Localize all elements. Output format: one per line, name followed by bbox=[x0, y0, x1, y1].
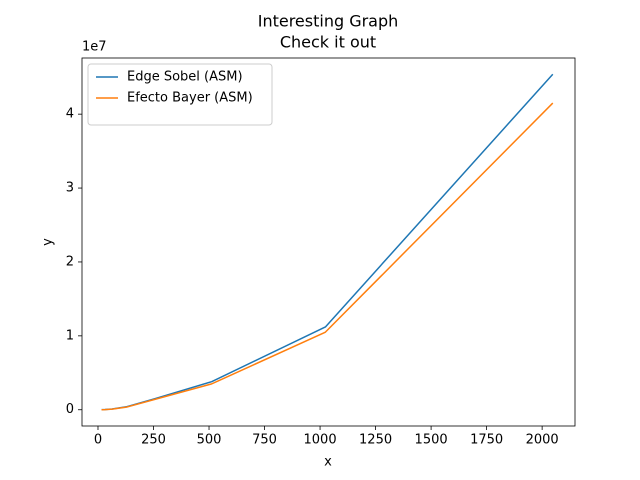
y-axis-label: y bbox=[41, 238, 56, 246]
x-axis-label: x bbox=[324, 455, 332, 470]
y-tick-label: 0 bbox=[66, 402, 74, 417]
y-offset-label: 1e7 bbox=[82, 40, 107, 55]
legend-box bbox=[87, 63, 273, 126]
data-line bbox=[101, 102, 554, 411]
y-tick-label: 2 bbox=[66, 254, 74, 269]
x-tick-label: 750 bbox=[252, 433, 277, 448]
chart-title: Interesting Graph bbox=[258, 12, 399, 31]
y-tick-label: 1 bbox=[66, 328, 74, 343]
x-tick-label: 1750 bbox=[470, 433, 503, 448]
x-tick-label: 1500 bbox=[415, 433, 448, 448]
x-tick-label: 1000 bbox=[304, 433, 337, 448]
chart-subtitle: Check it out bbox=[280, 33, 376, 52]
y-tick-label: 3 bbox=[66, 181, 74, 196]
legend-label: Edge Sobel (ASM) bbox=[127, 70, 243, 85]
legend-label: Efecto Bayer (ASM) bbox=[127, 91, 253, 106]
x-tick-label: 250 bbox=[141, 433, 166, 448]
x-tick-label: 1250 bbox=[359, 433, 392, 448]
x-tick-label: 2000 bbox=[526, 433, 559, 448]
y-tick-label: 4 bbox=[66, 107, 74, 122]
axes-frame bbox=[81, 57, 576, 427]
x-tick-label: 0 bbox=[94, 433, 102, 448]
x-tick-label: 500 bbox=[197, 433, 222, 448]
